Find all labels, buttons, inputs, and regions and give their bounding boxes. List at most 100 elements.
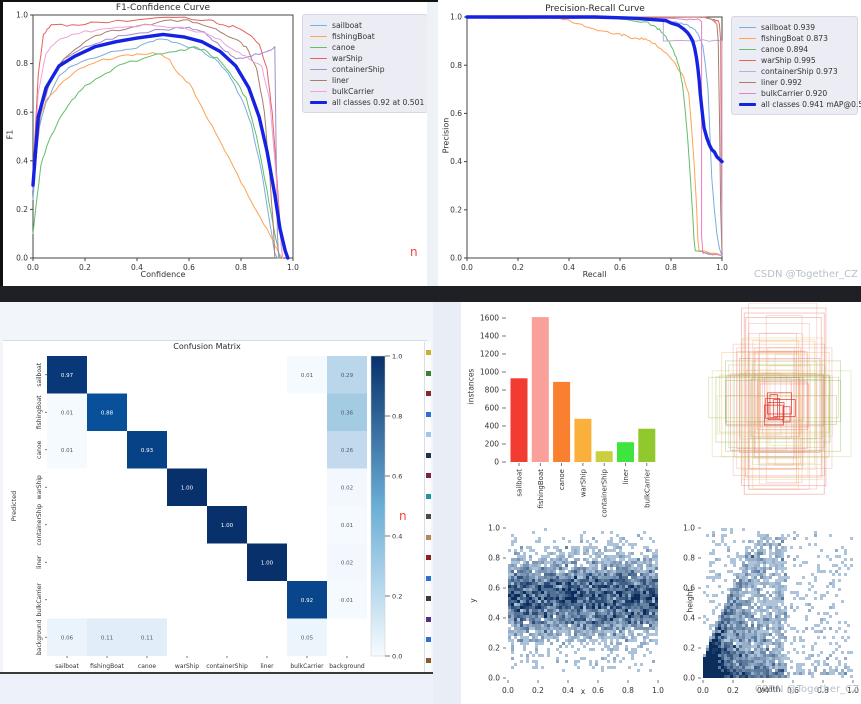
bar-category-label: liner: [622, 469, 630, 485]
label-bbox: [730, 373, 824, 451]
wh-hist-axes: 0.0 0.2 0.4 0.6 0.8 1.0 0.0 0.2 0.4 0.6 0.8 1.0: [683, 524, 859, 695]
svg-text:0.6: 0.6: [450, 109, 462, 118]
cm-y-label: fishingBoat: [36, 395, 43, 429]
legend-swatch: [310, 90, 327, 93]
legend-swatch: [739, 26, 756, 29]
label-bbox: [767, 402, 785, 420]
label-bbox: [765, 315, 803, 483]
svg-text:1.0: 1.0: [683, 524, 695, 533]
matrix-cell-value: 1.00: [221, 523, 234, 529]
f1-curve-panel: F1-Confidence Curve 0.0 0.2 0.4 0.6 0.8 1.0 0.…: [3, 2, 427, 286]
matrix-cell: [327, 543, 367, 581]
label-bbox: [752, 340, 799, 490]
svg-text:0.0: 0.0: [488, 674, 500, 683]
overview-scrollbar[interactable]: [424, 342, 431, 672]
curve-all: [31, 32, 290, 260]
label-bbox: [759, 341, 815, 464]
matrix-cell: [127, 431, 167, 469]
svg-text:0.4: 0.4: [450, 157, 462, 166]
svg-text:600: 600: [485, 404, 500, 413]
legend-item: warShip: [310, 53, 420, 64]
bar-category-label: warShip: [579, 468, 587, 497]
svg-text:0.0: 0.0: [502, 686, 514, 695]
bar-category-label: containerShip: [601, 468, 609, 517]
label-bbox: [752, 364, 823, 465]
colorbar-tick: 0.4: [392, 532, 402, 540]
wh-hist-canvas: [703, 528, 853, 678]
matrix-cell: [47, 618, 87, 656]
curve-canoe: [32, 46, 281, 259]
legend-swatch: [739, 102, 756, 107]
legend-label: warShip: [332, 54, 363, 63]
matrix-cell-value: 0.97: [61, 373, 74, 379]
f1-chart-plot: 0.0 0.2 0.4 0.6 0.8 1.0 0.0 0.2 0.4 0.6 0.8 1.0: [16, 11, 299, 272]
legend-item: containerShip 0.973: [739, 66, 850, 77]
legend-label: all classes 0.92 at 0.501: [332, 98, 425, 107]
cm-x-label: canoe: [138, 663, 156, 670]
legend-item: warShip 0.995: [739, 55, 850, 66]
legend-label: containerShip 0.973: [761, 67, 838, 76]
bar-fishingBoat: [531, 317, 549, 462]
scroll-annotation-mark: [426, 514, 431, 519]
plot-frame: [466, 16, 723, 259]
confusion-card-bottom-edge: [0, 672, 433, 674]
matrix-cell-value: 0.36: [341, 410, 354, 416]
legend-item: all classes 0.941 mAP@0.5: [739, 99, 861, 110]
matrix-cell: [47, 431, 87, 469]
label-bbox: [749, 379, 823, 439]
matrix-cell-value: 1.00: [261, 560, 274, 566]
label-bbox: [728, 364, 826, 448]
bar-category-label: sailboat: [516, 469, 524, 497]
cm-x-label: containerShip: [206, 663, 248, 670]
legend-label: fishingBoat: [332, 32, 375, 41]
matrix-cell-value: 0.02: [341, 485, 353, 491]
scroll-annotation-mark: [426, 391, 431, 396]
matrix-cell-value: 0.02: [341, 560, 353, 566]
legend-swatch: [739, 37, 756, 40]
label-bbox: [739, 358, 821, 453]
legend-label: fishingBoat 0.873: [761, 34, 828, 43]
matrix-cell: [247, 543, 287, 581]
label-bbox: [711, 370, 852, 458]
top-panel-separator: [427, 2, 438, 286]
label-bbox: [716, 395, 829, 435]
confusion-heatmap: 0.97 0.01 0.290.01 0.88 0.360.01 0.93 0.261.00…: [10, 352, 402, 670]
cm-x-label: fishingBoat: [90, 663, 124, 670]
svg-text:0.2: 0.2: [512, 263, 524, 272]
svg-text:0.8: 0.8: [665, 263, 677, 272]
label-bbox: [763, 404, 784, 426]
matrix-cell: [327, 468, 367, 506]
cm-x-label: warShip: [175, 663, 199, 670]
label-bbox: [769, 394, 778, 419]
svg-text:0.2: 0.2: [450, 205, 462, 214]
confusion-title: Confusion Matrix: [173, 342, 241, 351]
legend-swatch: [739, 81, 756, 84]
f1-yaxis-label: F1: [5, 129, 15, 140]
svg-text:0.6: 0.6: [16, 108, 28, 117]
colorbar-tick: 0.2: [392, 592, 402, 600]
legend-swatch: [739, 48, 756, 51]
label-bbox: [715, 376, 831, 443]
curve-sailboat: [32, 38, 278, 259]
label-bbox: [736, 351, 808, 449]
legend-label: sailboat 0.939: [761, 23, 816, 32]
svg-text:0.2: 0.2: [79, 263, 91, 272]
svg-text:200: 200: [485, 440, 500, 449]
matrix-cell-value: 0.11: [101, 635, 113, 641]
matrix-cell: [327, 506, 367, 544]
bar-warShip: [574, 418, 592, 462]
cm-x-label: bulkCarrier: [290, 663, 324, 670]
f1-chart-title: F1-Confidence Curve: [115, 3, 211, 13]
scroll-annotation-mark: [426, 657, 431, 663]
matrix-cell-value: 0.06: [61, 635, 74, 641]
svg-text:0.2: 0.2: [727, 686, 739, 695]
xy-xaxis-label: x: [580, 687, 586, 696]
bar-canoe: [553, 381, 571, 462]
bar-category-label: canoe: [558, 469, 566, 490]
curve-bulkCarrier: [32, 24, 284, 259]
f1-legend: sailboat fishingBoat canoe warShip container…: [302, 14, 428, 113]
svg-text:0.4: 0.4: [16, 156, 28, 165]
labels-window-margin: [433, 302, 461, 704]
legend-swatch: [310, 79, 327, 82]
label-bbox: [756, 381, 808, 430]
